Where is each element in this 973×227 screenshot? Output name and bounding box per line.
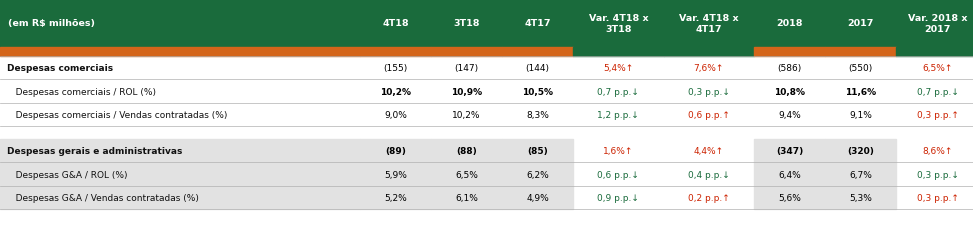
Text: 6,1%: 6,1% — [455, 193, 478, 202]
Text: Var. 4T18 x
4T17: Var. 4T18 x 4T17 — [679, 14, 739, 34]
Text: 5,4%↑: 5,4%↑ — [603, 64, 633, 73]
Text: 2018: 2018 — [776, 19, 803, 28]
Bar — [825, 163, 896, 186]
Text: 0,4 p.p.↓: 0,4 p.p.↓ — [688, 170, 730, 179]
Bar — [825, 186, 896, 210]
Text: 5,2%: 5,2% — [384, 193, 407, 202]
Text: 4T17: 4T17 — [524, 19, 551, 28]
Bar — [431, 48, 502, 57]
Text: 10,2%: 10,2% — [380, 87, 411, 96]
Text: Var. 2018 x
2017: Var. 2018 x 2017 — [908, 14, 967, 34]
Bar — [0, 48, 360, 57]
Text: (155): (155) — [383, 64, 408, 73]
Text: 0,9 p.p.↓: 0,9 p.p.↓ — [597, 193, 639, 202]
Text: (550): (550) — [848, 64, 873, 73]
Text: 4,9%: 4,9% — [526, 193, 549, 202]
Bar — [431, 139, 502, 163]
Text: (em R$ milhões): (em R$ milhões) — [8, 19, 94, 28]
Bar — [754, 48, 825, 57]
Text: 5,9%: 5,9% — [384, 170, 407, 179]
Bar — [825, 48, 896, 57]
Bar — [502, 186, 573, 210]
Text: Despesas gerais e administrativas: Despesas gerais e administrativas — [7, 147, 182, 155]
Text: 10,5%: 10,5% — [523, 87, 553, 96]
Bar — [754, 186, 825, 210]
Text: Despesas comerciais / ROL (%): Despesas comerciais / ROL (%) — [7, 87, 156, 96]
Text: 4T18: 4T18 — [382, 19, 409, 28]
Text: (89): (89) — [385, 147, 406, 155]
Text: (88): (88) — [456, 147, 477, 155]
Text: 6,7%: 6,7% — [849, 170, 872, 179]
Bar — [0, 139, 360, 163]
Bar — [502, 139, 573, 163]
Text: 1,2 p.p.↓: 1,2 p.p.↓ — [597, 111, 639, 120]
Text: (347): (347) — [775, 147, 804, 155]
Bar — [754, 163, 825, 186]
Text: 9,4%: 9,4% — [778, 111, 801, 120]
Text: 0,3 p.p.↑: 0,3 p.p.↑ — [917, 193, 958, 202]
Text: (320): (320) — [847, 147, 874, 155]
Bar — [664, 48, 754, 57]
Text: 4,4%↑: 4,4%↑ — [694, 147, 724, 155]
Bar — [360, 139, 431, 163]
Text: 0,6 p.p.↓: 0,6 p.p.↓ — [597, 170, 639, 179]
Text: 7,6%↑: 7,6%↑ — [694, 64, 724, 73]
Text: 6,4%: 6,4% — [778, 170, 801, 179]
Bar — [754, 139, 825, 163]
Bar — [825, 139, 896, 163]
Text: (85): (85) — [527, 147, 548, 155]
Bar — [360, 163, 431, 186]
Text: 0,3 p.p.↓: 0,3 p.p.↓ — [688, 87, 730, 96]
Text: Var. 4T18 x
3T18: Var. 4T18 x 3T18 — [589, 14, 648, 34]
Text: 0,3 p.p.↑: 0,3 p.p.↑ — [917, 111, 958, 120]
Bar — [431, 163, 502, 186]
Text: 8,3%: 8,3% — [526, 111, 549, 120]
Text: 3T18: 3T18 — [453, 19, 480, 28]
Text: Despesas comerciais / Vendas contratadas (%): Despesas comerciais / Vendas contratadas… — [7, 111, 227, 120]
Bar — [0, 0, 973, 48]
Bar — [360, 48, 431, 57]
Text: (144): (144) — [525, 64, 550, 73]
Bar — [573, 48, 664, 57]
Text: 0,7 p.p.↓: 0,7 p.p.↓ — [597, 87, 639, 96]
Text: 2017: 2017 — [847, 19, 874, 28]
Text: 6,5%↑: 6,5%↑ — [922, 64, 953, 73]
Bar — [360, 186, 431, 210]
Bar — [0, 163, 360, 186]
Text: 8,6%↑: 8,6%↑ — [922, 147, 953, 155]
Text: 5,3%: 5,3% — [849, 193, 872, 202]
Text: 5,6%: 5,6% — [778, 193, 801, 202]
Text: (586): (586) — [777, 64, 802, 73]
Text: 0,7 p.p.↓: 0,7 p.p.↓ — [917, 87, 958, 96]
Text: Despesas G&A / ROL (%): Despesas G&A / ROL (%) — [7, 170, 127, 179]
Bar — [502, 163, 573, 186]
Text: 10,8%: 10,8% — [775, 87, 805, 96]
Text: 0,2 p.p.↑: 0,2 p.p.↑ — [688, 193, 730, 202]
Text: (147): (147) — [454, 64, 479, 73]
Bar — [502, 48, 573, 57]
Bar — [896, 48, 973, 57]
Text: 11,6%: 11,6% — [846, 87, 876, 96]
Text: 10,2%: 10,2% — [452, 111, 481, 120]
Bar — [0, 186, 360, 210]
Text: 6,5%: 6,5% — [455, 170, 478, 179]
Text: 1,6%↑: 1,6%↑ — [603, 147, 633, 155]
Text: 9,1%: 9,1% — [849, 111, 872, 120]
Bar — [431, 186, 502, 210]
Text: 6,2%: 6,2% — [526, 170, 549, 179]
Text: 9,0%: 9,0% — [384, 111, 407, 120]
Text: 10,9%: 10,9% — [451, 87, 482, 96]
Text: 0,3 p.p.↓: 0,3 p.p.↓ — [917, 170, 958, 179]
Text: 0,6 p.p.↑: 0,6 p.p.↑ — [688, 111, 730, 120]
Text: Despesas comerciais: Despesas comerciais — [7, 64, 113, 73]
Text: Despesas G&A / Vendas contratadas (%): Despesas G&A / Vendas contratadas (%) — [7, 193, 198, 202]
